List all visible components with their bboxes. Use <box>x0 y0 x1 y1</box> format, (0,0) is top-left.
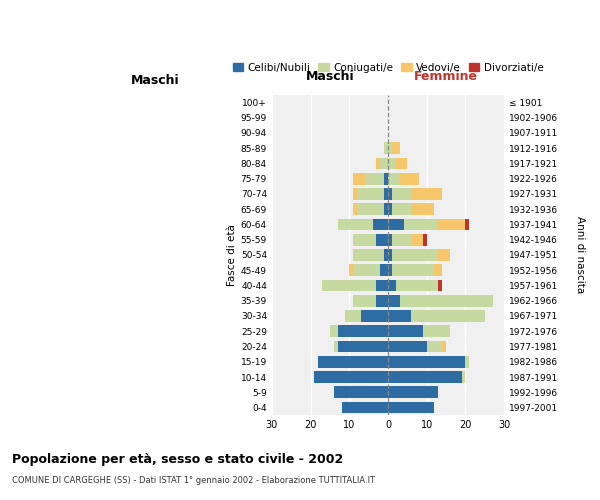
Bar <box>384 249 388 261</box>
Bar <box>427 340 442 352</box>
Bar <box>404 218 439 230</box>
Bar <box>423 234 427 245</box>
Bar <box>353 173 365 184</box>
Bar <box>353 295 376 306</box>
Text: Maschi: Maschi <box>305 70 354 82</box>
Bar <box>392 204 411 215</box>
Text: Popolazione per età, sesso e stato civile - 2002: Popolazione per età, sesso e stato civil… <box>12 452 343 466</box>
Bar <box>439 280 442 291</box>
Bar <box>384 142 388 154</box>
Y-axis label: Anni di nascita: Anni di nascita <box>575 216 585 294</box>
Bar <box>411 310 485 322</box>
Bar <box>365 173 384 184</box>
Bar <box>388 249 392 261</box>
Bar <box>376 295 388 306</box>
Text: Maschi: Maschi <box>131 74 180 87</box>
Bar <box>314 371 388 383</box>
Bar <box>330 326 338 337</box>
Bar <box>392 142 400 154</box>
Bar <box>338 326 388 337</box>
Bar <box>341 402 388 413</box>
Bar <box>388 371 461 383</box>
Bar <box>388 326 423 337</box>
Bar <box>388 142 392 154</box>
Text: COMUNE DI CARGEGHE (SS) - Dati ISTAT 1° gennaio 2002 - Elaborazione TUTTITALIA.I: COMUNE DI CARGEGHE (SS) - Dati ISTAT 1° … <box>12 476 375 485</box>
Bar <box>353 234 376 245</box>
Bar <box>380 264 388 276</box>
Bar <box>434 264 442 276</box>
Bar <box>334 386 388 398</box>
Bar <box>388 402 434 413</box>
Bar <box>392 234 411 245</box>
Bar <box>380 158 388 170</box>
Bar <box>361 310 388 322</box>
Bar <box>411 204 434 215</box>
Text: Femmine: Femmine <box>414 70 478 82</box>
Bar <box>396 158 407 170</box>
Bar <box>322 280 376 291</box>
Bar <box>353 204 357 215</box>
Bar <box>318 356 388 368</box>
Bar <box>334 340 338 352</box>
Bar <box>376 280 388 291</box>
Bar <box>392 188 411 200</box>
Bar <box>373 218 388 230</box>
Bar <box>388 280 396 291</box>
Bar <box>388 218 404 230</box>
Bar <box>357 188 384 200</box>
Bar <box>346 310 361 322</box>
Bar <box>466 356 469 368</box>
Bar <box>349 264 353 276</box>
Bar <box>384 188 388 200</box>
Bar <box>396 280 439 291</box>
Bar <box>353 249 384 261</box>
Bar <box>392 264 434 276</box>
Bar <box>388 173 400 184</box>
Bar <box>388 295 400 306</box>
Legend: Celibi/Nubili, Coniugati/e, Vedovi/e, Divorziati/e: Celibi/Nubili, Coniugati/e, Vedovi/e, Di… <box>229 58 548 76</box>
Bar <box>388 310 411 322</box>
Bar <box>376 234 388 245</box>
Bar <box>388 204 392 215</box>
Bar <box>384 173 388 184</box>
Bar <box>400 173 419 184</box>
Y-axis label: Fasce di età: Fasce di età <box>227 224 236 286</box>
Bar <box>353 264 380 276</box>
Bar <box>400 295 493 306</box>
Bar <box>411 234 423 245</box>
Bar <box>388 356 466 368</box>
Bar <box>439 249 450 261</box>
Bar <box>442 340 446 352</box>
Bar <box>461 371 466 383</box>
Bar <box>384 204 388 215</box>
Bar <box>388 264 392 276</box>
Bar <box>376 158 380 170</box>
Bar <box>338 340 388 352</box>
Bar <box>392 249 439 261</box>
Bar <box>388 158 396 170</box>
Bar <box>353 188 357 200</box>
Bar <box>439 218 466 230</box>
Bar <box>466 218 469 230</box>
Bar <box>357 204 384 215</box>
Bar <box>338 218 373 230</box>
Bar <box>388 386 439 398</box>
Bar <box>388 188 392 200</box>
Bar <box>423 326 450 337</box>
Bar <box>388 234 392 245</box>
Bar <box>388 340 427 352</box>
Bar <box>411 188 442 200</box>
